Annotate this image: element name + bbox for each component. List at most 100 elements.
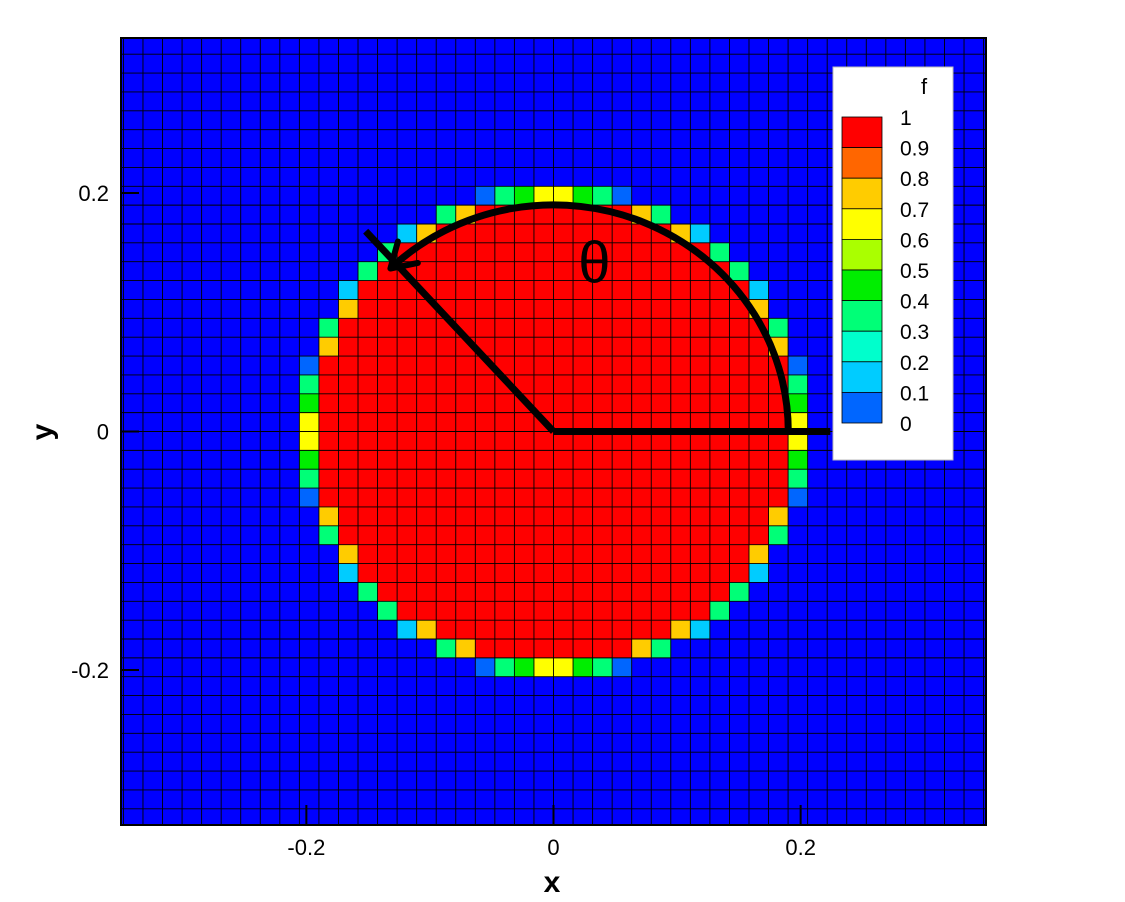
heatmap-cell: [318, 393, 339, 413]
heatmap-cell: [612, 506, 632, 526]
heatmap-cell: [573, 506, 593, 526]
heatmap-cell: [709, 299, 730, 319]
heatmap-cell: [455, 412, 476, 432]
heatmap-cell: [592, 657, 613, 677]
heatmap-cell: [631, 393, 652, 413]
heatmap-cell: [631, 563, 652, 583]
heatmap-cell: [533, 299, 554, 319]
heatmap-cell: [455, 620, 476, 640]
heatmap-cell: [709, 242, 730, 262]
heatmap-cell: [338, 450, 359, 470]
heatmap-cell: [690, 356, 710, 375]
heatmap-cell: [397, 469, 417, 489]
heatmap-cell: [612, 186, 632, 206]
heatmap-cell: [377, 412, 398, 432]
heatmap-cell: [612, 469, 632, 489]
heatmap-cell: [573, 356, 593, 375]
heatmap-cell: [416, 393, 437, 413]
legend-level-label: 0.6: [900, 229, 929, 252]
heatmap-cell: [592, 488, 613, 507]
heatmap-cell: [631, 525, 652, 545]
heatmap-cell: [612, 525, 632, 545]
heatmap-cell: [494, 318, 515, 338]
heatmap-cell: [397, 582, 417, 602]
legend-swatch: [841, 238, 883, 271]
heatmap-cell: [436, 337, 456, 357]
angle-arc: [388, 201, 792, 432]
heatmap-cell: [494, 186, 515, 206]
heatmap-cell: [592, 318, 613, 338]
heatmap-cell: [612, 582, 632, 602]
heatmap-cell: [475, 431, 495, 451]
heatmap-cell: [397, 374, 417, 394]
heatmap-cell: [612, 374, 632, 394]
heatmap-cell: [397, 223, 417, 243]
heatmap-cell: [748, 280, 769, 300]
heatmap-cell: [592, 223, 613, 243]
x-tick-label: 0.2: [785, 835, 816, 860]
heatmap-cell: [768, 506, 789, 526]
heatmap-cell: [612, 563, 632, 583]
heatmap-cell: [690, 525, 710, 545]
heatmap-cell: [729, 469, 749, 489]
heatmap-cell: [475, 374, 495, 394]
heatmap-cell: [416, 318, 437, 338]
heatmap-cell: [436, 469, 456, 489]
heatmap-cell: [709, 374, 730, 394]
heatmap-cell: [318, 337, 339, 357]
heatmap-cell: [690, 431, 710, 451]
legend-level-label: 0.8: [900, 168, 929, 191]
heatmap-cell: [514, 242, 534, 262]
legend-swatch: [841, 208, 883, 240]
heatmap-cell: [690, 582, 710, 602]
heatmap-cell: [748, 544, 769, 564]
heatmap-cell: [709, 431, 730, 451]
heatmap-cell: [533, 337, 554, 357]
heatmap-cell: [377, 544, 398, 564]
heatmap-cell: [651, 261, 671, 281]
heatmap-cell: [514, 544, 534, 564]
heatmap-cell: [670, 488, 691, 507]
heatmap-cell: [709, 488, 730, 507]
heatmap-cell: [631, 601, 652, 621]
heatmap-cell: [670, 393, 691, 413]
heatmap-cell: [729, 318, 749, 338]
heatmap-cell: [338, 337, 359, 357]
heatmap-cell: [670, 261, 691, 281]
heatmap-cell: [494, 469, 515, 489]
heatmap-cell: [573, 299, 593, 319]
heatmap-cell: [670, 431, 691, 451]
heatmap-cell: [573, 657, 593, 677]
heatmap-cell: [729, 261, 749, 281]
heatmap-cell: [475, 620, 495, 640]
heatmap-cell: [475, 544, 495, 564]
heatmap-cell: [475, 223, 495, 243]
heatmap-cell: [690, 280, 710, 300]
heatmap-cell: [377, 356, 398, 375]
heatmap-cell: [729, 412, 749, 432]
heatmap-cell: [573, 563, 593, 583]
heatmap-cell: [788, 393, 808, 413]
heatmap-cell: [494, 525, 515, 545]
heatmap-cell: [748, 506, 769, 526]
heatmap-cell: [397, 431, 417, 451]
heatmap-cell: [416, 488, 437, 507]
heatmap-cell: [592, 393, 613, 413]
heatmap-cell: [553, 337, 574, 357]
heatmap-cell: [318, 431, 339, 451]
legend-swatch: [841, 330, 883, 363]
heatmap-cell: [377, 601, 398, 621]
heatmap-cell: [338, 374, 359, 394]
heatmap-cell: [573, 544, 593, 564]
heatmap-cell: [709, 318, 730, 338]
heatmap-cell: [318, 318, 339, 338]
heatmap-cell: [455, 601, 476, 621]
heatmap-cell: [475, 488, 495, 507]
heatmap-cell: [612, 601, 632, 621]
heatmap-cell: [397, 412, 417, 432]
heatmap-cell: [709, 356, 730, 375]
heatmap-cell: [592, 582, 613, 602]
heatmap-cell: [592, 356, 613, 375]
heatmap-cell: [553, 356, 574, 375]
heatmap-cell: [573, 620, 593, 640]
